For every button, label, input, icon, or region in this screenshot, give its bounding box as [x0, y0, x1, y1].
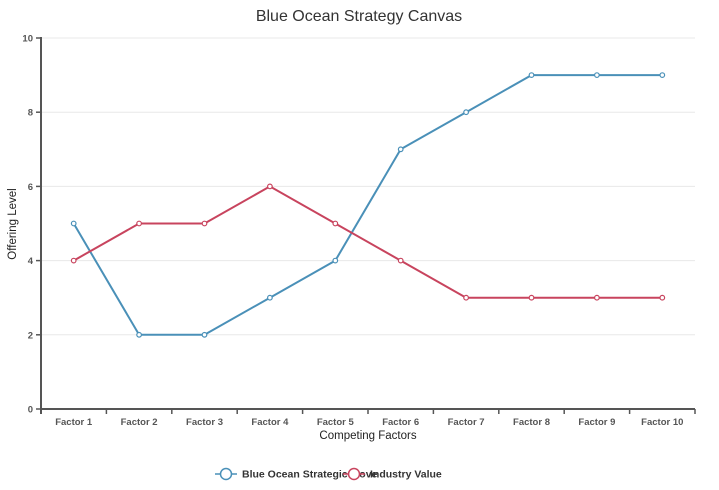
series-blue-ocean-strategic-move [70, 72, 666, 338]
data-point[interactable] [332, 220, 339, 227]
y-tick-label: 2 [28, 330, 33, 341]
x-tick-label: Factor 4 [251, 417, 289, 428]
y-axis-title: Offering Level [7, 188, 19, 259]
chart-title: Blue Ocean Strategy Canvas [256, 8, 462, 25]
series-industry-value [70, 183, 666, 301]
series-lines [70, 72, 666, 338]
x-tick-label: Factor 6 [382, 417, 419, 428]
data-point[interactable] [267, 183, 273, 190]
data-point[interactable] [201, 331, 208, 338]
y-tick-label: 8 [28, 108, 33, 119]
y-tick-label: 10 [22, 34, 33, 45]
y-tick-label: 0 [28, 405, 33, 416]
legend-circle-icon [219, 467, 233, 481]
data-point[interactable] [594, 72, 600, 78]
x-tick-label: Factor 10 [641, 417, 683, 428]
data-point[interactable] [594, 294, 600, 301]
x-tick-label: Factor 1 [55, 417, 93, 428]
data-point[interactable] [136, 220, 143, 227]
data-point[interactable] [463, 109, 470, 116]
x-tick-label: Factor 5 [317, 417, 355, 428]
data-point[interactable] [267, 294, 273, 301]
x-axis: Factor 1 Factor 2 Factor 3 Factor 4 Factor 5… [40, 408, 696, 428]
data-point[interactable] [397, 146, 404, 153]
data-point[interactable] [70, 257, 77, 264]
x-tick-label: Factor 7 [448, 417, 485, 428]
data-point[interactable] [136, 331, 143, 338]
data-point[interactable] [201, 220, 208, 227]
grid-lines [41, 37, 695, 336]
x-tick-label: Factor 3 [186, 417, 223, 428]
data-point[interactable] [332, 257, 339, 264]
x-tick-label: Factor 2 [121, 417, 158, 428]
legend-label: Industry Value [370, 469, 442, 481]
x-tick-label: Factor 8 [513, 417, 550, 428]
x-axis-title: Competing Factors [319, 430, 416, 442]
data-point[interactable] [528, 72, 535, 78]
legend-item[interactable]: Blue Ocean Strategic Move [215, 467, 378, 481]
legend-label: Blue Ocean Strategic Move [242, 469, 378, 481]
legend-item[interactable]: Industry Value [343, 467, 442, 481]
data-point[interactable] [463, 294, 470, 301]
y-tick-label: 6 [28, 182, 33, 193]
legend-circle-icon [347, 467, 361, 481]
data-point[interactable] [659, 294, 666, 301]
y-tick-label: 4 [28, 256, 34, 267]
y-axis: 0 2 4 6 8 10 [22, 34, 42, 416]
x-tick-label: Factor 9 [578, 417, 615, 428]
data-point[interactable] [659, 72, 666, 78]
data-point[interactable] [528, 294, 535, 301]
data-point[interactable] [70, 220, 77, 227]
data-point[interactable] [397, 257, 404, 264]
